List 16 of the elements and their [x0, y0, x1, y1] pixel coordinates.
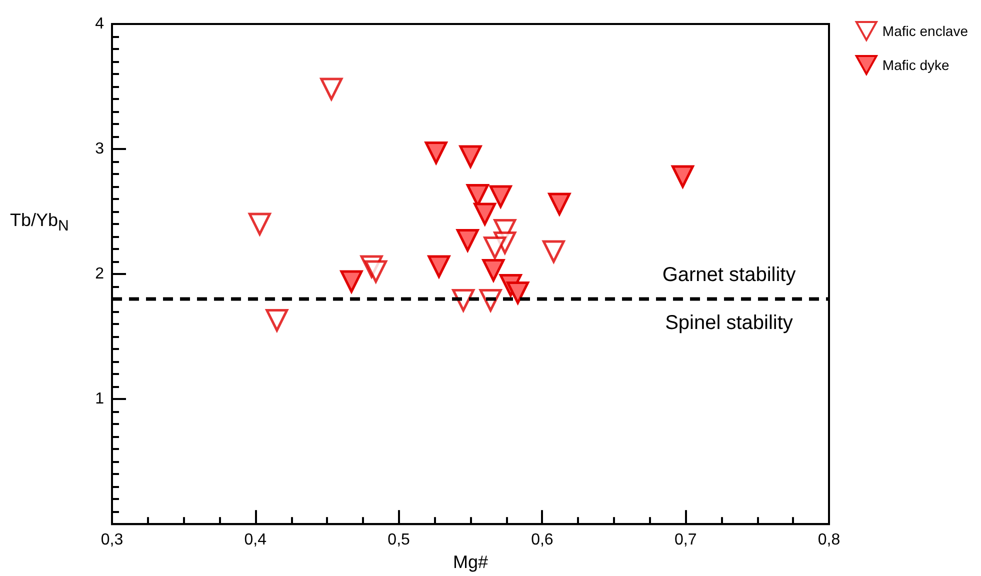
x-axis-title: Mg# — [452, 552, 488, 572]
legend-label: Mafic dyke — [882, 57, 950, 73]
y-tick-label: 2 — [95, 266, 104, 283]
y-tick-label: 4 — [95, 16, 104, 32]
x-tick-label: 0,5 — [388, 532, 410, 549]
x-tick-label: 0,3 — [100, 532, 124, 549]
x-tick-label: 0,8 — [818, 532, 840, 549]
x-tick-label: 0,4 — [244, 532, 267, 549]
y-tick-label: 1 — [95, 390, 104, 408]
x-tick-label: 0,7 — [674, 532, 697, 549]
x-tick-label: 0,6 — [531, 532, 554, 549]
legend-label: Mafic enclave — [882, 23, 968, 39]
y-axis-title: Tb/Yb$_{N}$ — [10, 210, 69, 235]
annotation: Garnet stability — [662, 264, 796, 286]
annotation: Spinel stability — [665, 312, 793, 334]
y-tick-label: 3 — [95, 140, 104, 158]
